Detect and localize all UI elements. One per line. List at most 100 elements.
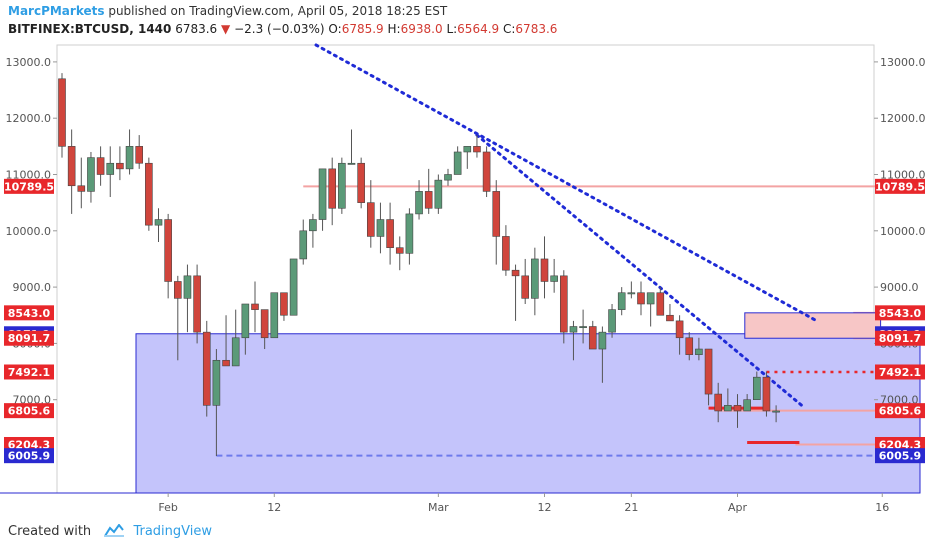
- candle-2018-03-27: [685, 337, 694, 355]
- y-tick-label-right-10000.0: 10000.0: [880, 225, 926, 238]
- candle-2018-03-08: [502, 236, 510, 271]
- y-tick-label-left-10000.0: 10000.0: [6, 225, 52, 238]
- open-value: 6785.9: [341, 22, 384, 36]
- candle-2018-02-02: [174, 281, 182, 299]
- candle-2018-01-23: [77, 185, 86, 192]
- y-tick-label-left-13000.0: 13000.0: [6, 56, 52, 69]
- candle-2018-02-09: [241, 303, 250, 339]
- candle-2018-01-26: [106, 162, 115, 175]
- candle-2018-04-01: [733, 405, 742, 412]
- candle-2018-03-20: [617, 292, 626, 310]
- price-label-left-8091.7: 8091.7: [8, 332, 50, 345]
- candle-2018-03-17: [588, 326, 597, 350]
- candle-2018-03-24: [656, 292, 665, 316]
- candle-2018-02-01: [164, 219, 172, 282]
- candle-2018-01-25: [96, 157, 105, 175]
- down-arrow-icon: ▼: [221, 22, 231, 36]
- price-label-bg-right-6805.6: [875, 403, 925, 419]
- price-label-left-10789.5: 10789.5: [4, 180, 54, 193]
- high-label: H:: [387, 22, 401, 36]
- candle-2018-02-07: [222, 359, 230, 367]
- price-label-left-6005.9: 6005.9: [8, 450, 50, 463]
- candle-2018-03-28: [695, 348, 703, 355]
- candle-2018-02-11: [260, 309, 269, 339]
- price-label-right-10789.5: 10789.5: [875, 180, 925, 193]
- price-label-right-8091.7: 8091.7: [879, 332, 921, 345]
- candle-2018-02-06: [212, 359, 221, 406]
- candle-2018-01-27: [116, 162, 124, 170]
- candle-2018-03-09: [511, 269, 520, 277]
- symbol-header: BITFINEX:BTCUSD, 1440 6783.6 ▼ −2.3 (−0.…: [8, 22, 557, 36]
- price-label-bg-right-7492.1: [875, 364, 925, 380]
- close-label: C:: [503, 22, 516, 36]
- price-label-bg-right-8091.7: [875, 330, 925, 346]
- candle-2018-04-03: [752, 376, 761, 400]
- candle-2018-02-14: [289, 258, 298, 316]
- candle-2018-02-19: [338, 162, 346, 209]
- price-label-bg-right-6005.9: [875, 448, 925, 464]
- candle-2018-03-04: [463, 146, 472, 153]
- created-with-text: Created with: [8, 524, 92, 539]
- publication-header: MarcPMarkets published on TradingView.co…: [8, 4, 447, 18]
- candle-2018-04-05: [772, 410, 780, 413]
- price-label-bg-left-7492.1: [4, 364, 54, 380]
- candle-2018-03-10: [521, 275, 530, 299]
- price-label-left-8543.0: 8543.0: [8, 307, 51, 320]
- candle-2018-01-24: [87, 157, 95, 192]
- close-value: 6783.6: [515, 22, 558, 36]
- candle-2018-03-01: [434, 179, 443, 209]
- x-tick-label-12: 12: [267, 501, 281, 514]
- candle-2018-03-23: [646, 292, 655, 305]
- y-tick-label-right-9000.0: 9000.0: [880, 281, 919, 294]
- candle-2018-03-30: [714, 393, 723, 412]
- candle-2018-02-04: [193, 275, 201, 333]
- candle-2018-02-28: [424, 191, 433, 209]
- candle-2018-02-17: [318, 168, 327, 220]
- candle-2018-02-03: [183, 275, 192, 299]
- x-tick-label-21: 21: [624, 501, 638, 514]
- candle-2018-03-19: [608, 309, 616, 333]
- candle-2018-01-31: [154, 219, 163, 226]
- candle-2018-02-27: [415, 191, 423, 215]
- tradingview-brand[interactable]: TradingView: [133, 524, 212, 539]
- candle-2018-02-13: [280, 292, 288, 316]
- price-label-right-6005.9: 6005.9: [879, 450, 921, 463]
- y-tick-label-left-12000.0: 12000.0: [6, 112, 52, 125]
- candle-2018-02-23: [376, 219, 385, 237]
- candle-2018-03-21: [627, 292, 636, 295]
- candle-2018-03-07: [492, 191, 501, 237]
- footer: Created with TradingView: [8, 524, 212, 539]
- price-label-left-7492.1: 7492.1: [8, 366, 50, 379]
- candle-2018-02-22: [366, 202, 375, 237]
- candle-2018-03-18: [598, 331, 607, 350]
- candle-2018-03-22: [637, 292, 645, 305]
- candle-2018-03-05: [473, 146, 481, 153]
- y-tick-label-right-13000.0: 13000.0: [880, 56, 926, 69]
- candle-2018-02-18: [328, 168, 337, 209]
- y-tick-label-left-9000.0: 9000.0: [13, 281, 52, 294]
- y-tick-label-right-12000.0: 12000.0: [880, 112, 926, 125]
- support-zone: [135, 333, 921, 494]
- candle-2018-01-29: [135, 146, 143, 164]
- candle-2018-03-13: [550, 275, 558, 282]
- trendline-upper: [314, 43, 819, 323]
- author-name[interactable]: MarcPMarkets: [8, 4, 105, 18]
- price-label-bg-left-8543.0: [4, 305, 54, 321]
- price-label-right-7492.1: 7492.1: [879, 366, 921, 379]
- price-change: −2.3 (−0.03%): [234, 22, 325, 36]
- x-tick-label-16: 16: [875, 501, 889, 514]
- candle-2018-01-21: [58, 78, 66, 147]
- open-label: O:: [328, 22, 342, 36]
- candle-2018-02-24: [386, 219, 394, 248]
- candle-2018-03-31: [724, 405, 732, 412]
- trendline-lower: [475, 133, 807, 410]
- price-label-bg-right-10789.5: [875, 178, 925, 194]
- price-label-left-6805.6: 6805.6: [8, 405, 51, 418]
- y-tick-label-left-11000.0: 11000.0: [6, 169, 52, 182]
- low-label: L:: [446, 22, 458, 36]
- candle-2018-04-02: [743, 399, 751, 412]
- candle-2018-01-22: [67, 146, 76, 187]
- candle-2018-02-08: [231, 337, 240, 367]
- symbol-label: BITFINEX:BTCUSD, 1440: [8, 22, 172, 36]
